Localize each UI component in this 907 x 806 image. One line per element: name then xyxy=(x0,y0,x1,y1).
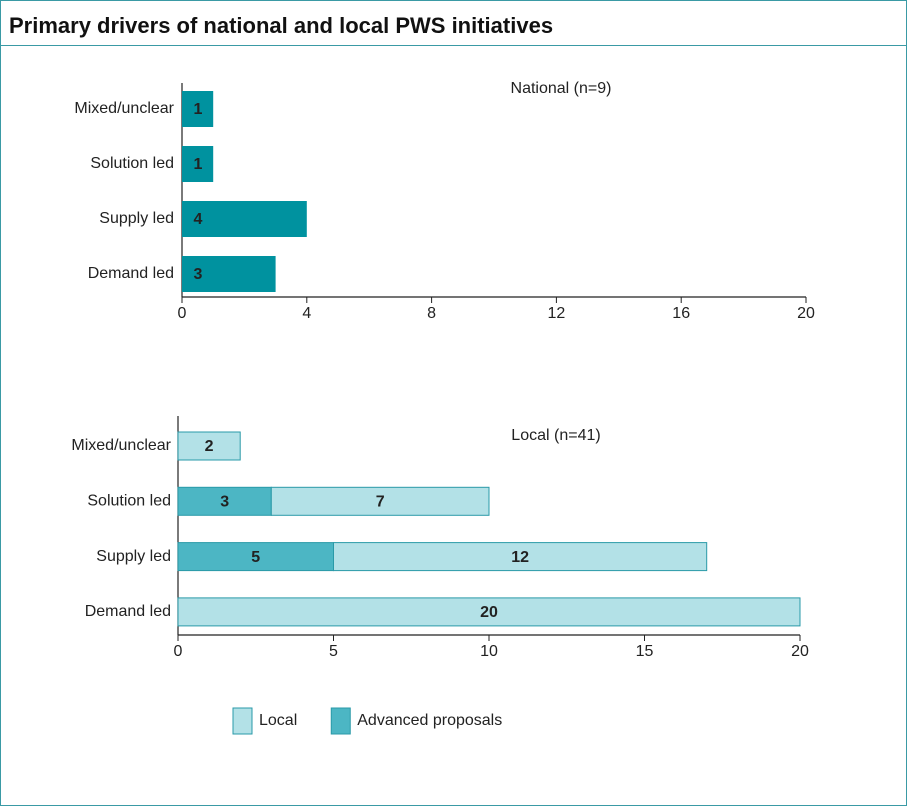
legend-swatch xyxy=(232,707,253,735)
category-label: Supply led xyxy=(99,210,174,227)
category-label: Supply led xyxy=(96,548,171,565)
chart-title: National (n=9) xyxy=(511,80,612,97)
x-tick-label: 0 xyxy=(178,305,187,322)
chart-title: Local (n=41) xyxy=(511,427,600,444)
legend-label: Advanced proposals xyxy=(357,712,502,729)
legend-label: Local xyxy=(259,712,297,729)
data-label: 3 xyxy=(194,266,203,283)
data-label: 1 xyxy=(194,101,203,118)
data-label: 20 xyxy=(480,604,498,621)
x-tick-label: 16 xyxy=(672,305,690,322)
category-label: Solution led xyxy=(90,155,174,172)
category-label: Mixed/unclear xyxy=(74,100,174,117)
bar-segment xyxy=(270,486,490,516)
x-tick-label: 8 xyxy=(427,305,436,322)
data-label: 4 xyxy=(194,211,203,228)
data-label: 7 xyxy=(376,494,385,511)
bar-segment xyxy=(177,431,241,461)
bar-segment xyxy=(177,597,801,627)
legend-swatch xyxy=(330,707,351,735)
category-label: Solution led xyxy=(87,493,171,510)
header-title: Primary drivers of national and local PW… xyxy=(9,13,554,38)
bar-segment xyxy=(333,542,708,572)
data-label: 12 xyxy=(511,549,529,566)
data-label: 3 xyxy=(220,494,229,511)
bar xyxy=(182,256,276,292)
category-label: Demand led xyxy=(85,603,171,620)
x-tick-label: 4 xyxy=(302,305,311,322)
bar xyxy=(182,201,307,237)
header: Primary drivers of national and local PW… xyxy=(1,1,906,46)
data-label: 1 xyxy=(194,156,203,173)
x-tick-label: 15 xyxy=(636,643,654,660)
x-tick-label: 20 xyxy=(791,643,809,660)
data-label: 5 xyxy=(251,549,260,566)
bar-segment xyxy=(177,486,272,516)
x-tick-label: 0 xyxy=(174,643,183,660)
category-label: Mixed/unclear xyxy=(71,437,171,454)
x-tick-label: 20 xyxy=(797,305,815,322)
category-label: Demand led xyxy=(88,265,174,282)
x-tick-label: 5 xyxy=(329,643,338,660)
x-tick-label: 10 xyxy=(480,643,498,660)
bar xyxy=(182,146,214,182)
bar xyxy=(182,91,214,127)
x-tick-label: 12 xyxy=(548,305,566,322)
data-label: 2 xyxy=(205,438,214,455)
